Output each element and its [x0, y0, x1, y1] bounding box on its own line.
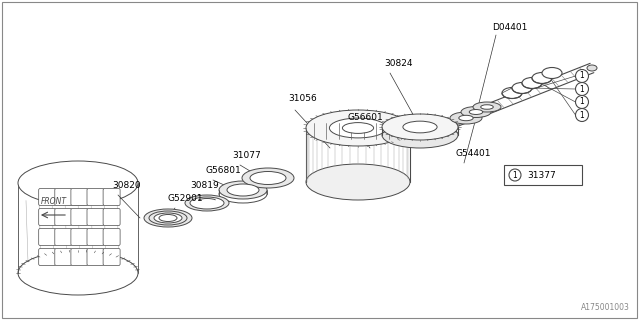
FancyBboxPatch shape	[55, 249, 72, 266]
FancyBboxPatch shape	[55, 228, 72, 245]
FancyBboxPatch shape	[71, 249, 88, 266]
FancyBboxPatch shape	[103, 188, 120, 205]
Text: FRONT: FRONT	[41, 197, 67, 206]
Circle shape	[575, 69, 589, 83]
Ellipse shape	[185, 195, 229, 211]
Text: D04401: D04401	[492, 23, 527, 32]
Ellipse shape	[481, 105, 493, 109]
Text: 1: 1	[580, 110, 584, 119]
Ellipse shape	[587, 65, 597, 71]
FancyBboxPatch shape	[87, 228, 104, 245]
Ellipse shape	[227, 184, 259, 196]
FancyBboxPatch shape	[38, 209, 56, 226]
Ellipse shape	[342, 123, 374, 133]
FancyBboxPatch shape	[38, 228, 56, 245]
Ellipse shape	[144, 209, 192, 227]
Ellipse shape	[459, 115, 473, 121]
FancyBboxPatch shape	[87, 249, 104, 266]
Ellipse shape	[382, 122, 458, 148]
Ellipse shape	[18, 161, 138, 205]
FancyBboxPatch shape	[103, 228, 120, 245]
Ellipse shape	[18, 251, 138, 295]
Ellipse shape	[403, 121, 437, 133]
Ellipse shape	[190, 197, 224, 209]
Text: G56601: G56601	[348, 113, 384, 122]
Text: 30820: 30820	[112, 181, 141, 190]
Circle shape	[575, 95, 589, 108]
Ellipse shape	[502, 87, 522, 99]
Circle shape	[509, 169, 521, 181]
Ellipse shape	[382, 114, 458, 140]
Text: 1: 1	[580, 98, 584, 107]
Text: 31077: 31077	[232, 151, 260, 160]
FancyBboxPatch shape	[38, 188, 56, 205]
FancyBboxPatch shape	[55, 188, 72, 205]
Ellipse shape	[242, 168, 294, 188]
Bar	[504, 165, 582, 185]
Ellipse shape	[522, 77, 542, 89]
FancyBboxPatch shape	[103, 209, 120, 226]
Text: 31377: 31377	[527, 171, 556, 180]
Ellipse shape	[461, 107, 491, 117]
Text: 1: 1	[580, 84, 584, 93]
Ellipse shape	[219, 181, 267, 199]
Text: G52901: G52901	[168, 194, 204, 203]
Ellipse shape	[154, 213, 182, 223]
Ellipse shape	[306, 110, 410, 146]
Circle shape	[575, 108, 589, 122]
Text: 1: 1	[513, 171, 517, 180]
Ellipse shape	[512, 83, 532, 93]
Text: 30819: 30819	[190, 181, 219, 190]
FancyBboxPatch shape	[55, 209, 72, 226]
Ellipse shape	[469, 109, 483, 115]
Ellipse shape	[250, 172, 286, 185]
FancyBboxPatch shape	[71, 228, 88, 245]
FancyBboxPatch shape	[87, 209, 104, 226]
Ellipse shape	[532, 73, 552, 84]
Text: 1: 1	[580, 71, 584, 81]
Text: G56801: G56801	[205, 166, 241, 175]
Ellipse shape	[450, 112, 482, 124]
Ellipse shape	[473, 102, 501, 112]
Text: A175001003: A175001003	[581, 303, 630, 312]
Text: G54401: G54401	[456, 149, 492, 158]
FancyBboxPatch shape	[38, 249, 56, 266]
FancyBboxPatch shape	[71, 209, 88, 226]
Text: 30824: 30824	[384, 59, 413, 68]
Ellipse shape	[542, 68, 562, 78]
Ellipse shape	[306, 164, 410, 200]
FancyBboxPatch shape	[103, 249, 120, 266]
Text: 31056: 31056	[288, 94, 317, 103]
FancyBboxPatch shape	[87, 188, 104, 205]
FancyBboxPatch shape	[71, 188, 88, 205]
Ellipse shape	[330, 118, 387, 138]
Ellipse shape	[159, 214, 177, 221]
Circle shape	[575, 83, 589, 95]
